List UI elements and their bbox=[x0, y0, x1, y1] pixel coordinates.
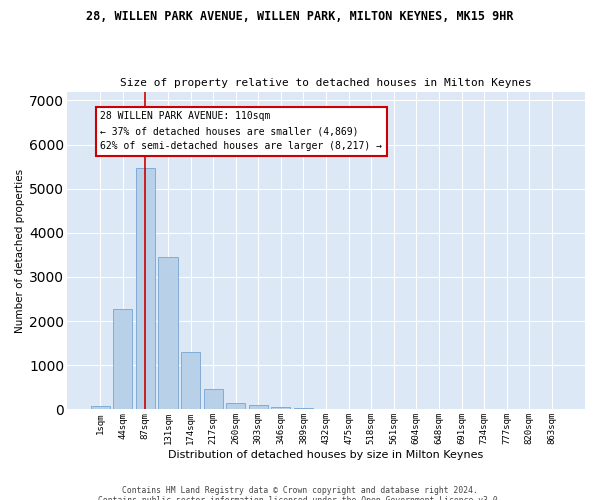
Text: 28 WILLEN PARK AVENUE: 110sqm
← 37% of detached houses are smaller (4,869)
62% o: 28 WILLEN PARK AVENUE: 110sqm ← 37% of d… bbox=[100, 112, 382, 151]
Bar bbox=[136, 168, 155, 410]
Title: Size of property relative to detached houses in Milton Keynes: Size of property relative to detached ho… bbox=[120, 78, 532, 88]
Bar bbox=[248, 406, 268, 409]
Bar bbox=[226, 402, 245, 409]
Text: Contains HM Land Registry data © Crown copyright and database right 2024.: Contains HM Land Registry data © Crown c… bbox=[122, 486, 478, 495]
Bar bbox=[294, 408, 313, 410]
Y-axis label: Number of detached properties: Number of detached properties bbox=[15, 168, 25, 332]
Bar bbox=[271, 407, 290, 410]
Bar bbox=[158, 257, 178, 410]
Bar bbox=[181, 352, 200, 410]
Text: 28, WILLEN PARK AVENUE, WILLEN PARK, MILTON KEYNES, MK15 9HR: 28, WILLEN PARK AVENUE, WILLEN PARK, MIL… bbox=[86, 10, 514, 23]
Bar bbox=[316, 408, 335, 410]
Text: Contains public sector information licensed under the Open Government Licence v3: Contains public sector information licen… bbox=[98, 496, 502, 500]
X-axis label: Distribution of detached houses by size in Milton Keynes: Distribution of detached houses by size … bbox=[169, 450, 484, 460]
Bar bbox=[113, 309, 133, 410]
Bar bbox=[203, 389, 223, 409]
Bar bbox=[91, 406, 110, 409]
